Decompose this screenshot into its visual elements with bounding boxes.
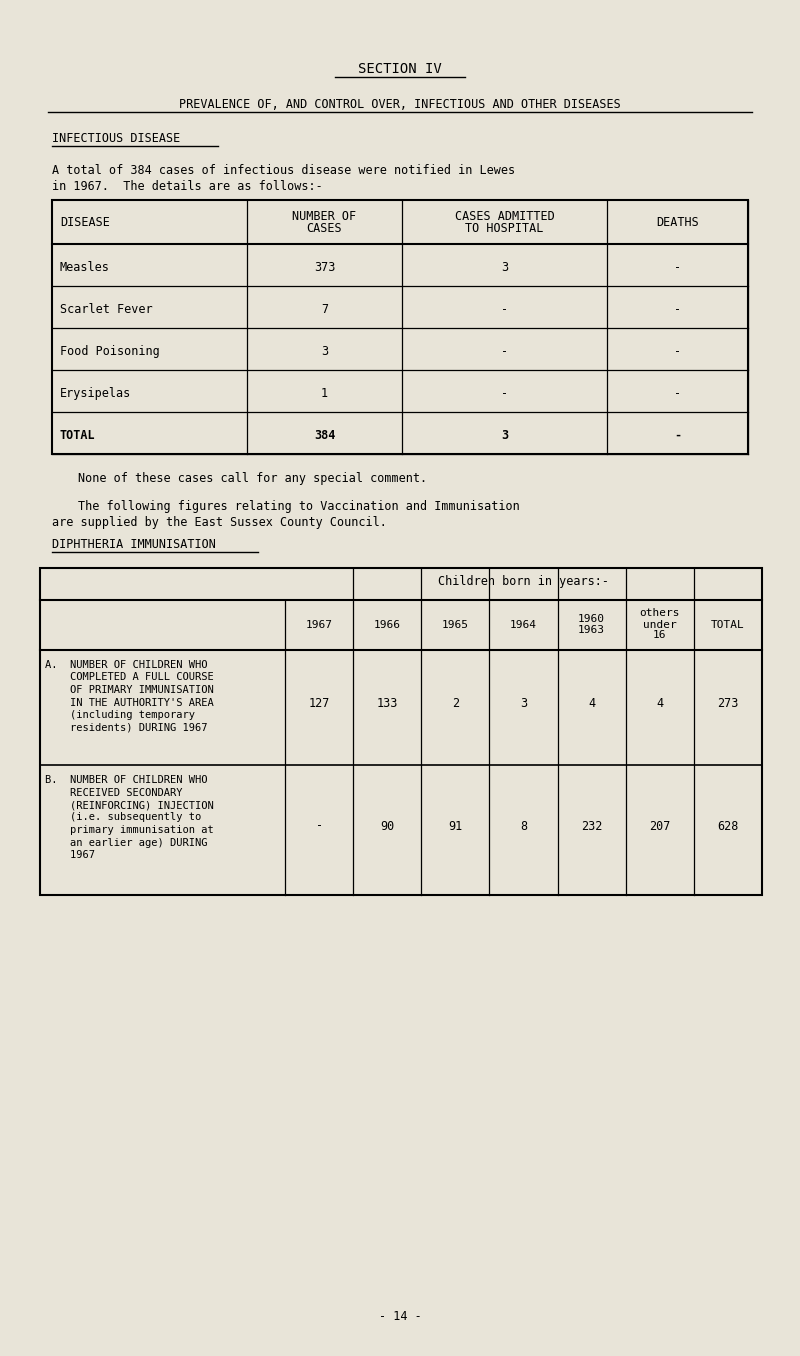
Text: Measles: Measles bbox=[60, 260, 110, 274]
Text: -: - bbox=[315, 819, 322, 833]
Text: 1966: 1966 bbox=[374, 620, 401, 629]
Text: -: - bbox=[501, 344, 508, 358]
Text: DIPHTHERIA IMMUNISATION: DIPHTHERIA IMMUNISATION bbox=[52, 538, 216, 551]
Text: -: - bbox=[501, 302, 508, 316]
Text: TOTAL: TOTAL bbox=[60, 428, 96, 442]
Text: DEATHS: DEATHS bbox=[656, 216, 699, 229]
Text: -: - bbox=[674, 344, 681, 358]
Text: 1967: 1967 bbox=[45, 850, 95, 860]
Text: 273: 273 bbox=[718, 697, 738, 711]
Text: 4: 4 bbox=[588, 697, 595, 711]
Text: are supplied by the East Sussex County Council.: are supplied by the East Sussex County C… bbox=[52, 517, 387, 529]
Text: INFECTIOUS DISEASE: INFECTIOUS DISEASE bbox=[52, 132, 180, 145]
Text: TO HOSPITAL: TO HOSPITAL bbox=[466, 222, 544, 235]
Text: Children born in years:-: Children born in years:- bbox=[438, 575, 609, 589]
Text: OF PRIMARY IMMUNISATION: OF PRIMARY IMMUNISATION bbox=[45, 685, 214, 696]
Text: 373: 373 bbox=[314, 260, 335, 274]
Text: CASES ADMITTED: CASES ADMITTED bbox=[454, 210, 554, 222]
Text: others: others bbox=[639, 609, 680, 618]
Text: A total of 384 cases of infectious disease were notified in Lewes: A total of 384 cases of infectious disea… bbox=[52, 164, 515, 178]
Text: -: - bbox=[674, 302, 681, 316]
Text: SECTION IV: SECTION IV bbox=[358, 62, 442, 76]
Text: 232: 232 bbox=[581, 819, 602, 833]
Text: 3: 3 bbox=[501, 428, 508, 442]
Text: Food Poisoning: Food Poisoning bbox=[60, 344, 160, 358]
Text: 3: 3 bbox=[321, 344, 328, 358]
Text: 16: 16 bbox=[653, 631, 666, 640]
Text: 1963: 1963 bbox=[578, 625, 605, 635]
Text: COMPLETED A FULL COURSE: COMPLETED A FULL COURSE bbox=[45, 673, 214, 682]
Text: Erysipelas: Erysipelas bbox=[60, 386, 131, 400]
Text: 1964: 1964 bbox=[510, 620, 537, 629]
Text: None of these cases call for any special comment.: None of these cases call for any special… bbox=[78, 472, 427, 485]
Bar bbox=[40, 568, 762, 895]
Text: DISEASE: DISEASE bbox=[60, 216, 110, 229]
Text: -: - bbox=[501, 386, 508, 400]
Text: NUMBER OF: NUMBER OF bbox=[293, 210, 357, 222]
Text: 90: 90 bbox=[380, 819, 394, 833]
Bar bbox=[52, 199, 748, 454]
Text: B.  NUMBER OF CHILDREN WHO: B. NUMBER OF CHILDREN WHO bbox=[45, 776, 207, 785]
Text: residents) DURING 1967: residents) DURING 1967 bbox=[45, 723, 207, 732]
Text: 7: 7 bbox=[321, 302, 328, 316]
Text: 2: 2 bbox=[452, 697, 459, 711]
Text: 3: 3 bbox=[501, 260, 508, 274]
Text: A.  NUMBER OF CHILDREN WHO: A. NUMBER OF CHILDREN WHO bbox=[45, 660, 207, 670]
Text: 384: 384 bbox=[314, 428, 335, 442]
Text: (i.e. subsequently to: (i.e. subsequently to bbox=[45, 812, 202, 823]
Text: 1967: 1967 bbox=[306, 620, 333, 629]
Text: 207: 207 bbox=[649, 819, 670, 833]
Text: - 14 -: - 14 - bbox=[378, 1310, 422, 1323]
Text: -: - bbox=[674, 428, 681, 442]
Text: under: under bbox=[643, 620, 677, 629]
Text: PREVALENCE OF, AND CONTROL OVER, INFECTIOUS AND OTHER DISEASES: PREVALENCE OF, AND CONTROL OVER, INFECTI… bbox=[179, 98, 621, 111]
Text: TOTAL: TOTAL bbox=[711, 620, 745, 629]
Text: 4: 4 bbox=[656, 697, 663, 711]
Text: in 1967.  The details are as follows:-: in 1967. The details are as follows:- bbox=[52, 180, 322, 193]
Text: 3: 3 bbox=[520, 697, 527, 711]
Text: 628: 628 bbox=[718, 819, 738, 833]
Text: -: - bbox=[674, 386, 681, 400]
Text: RECEIVED SECONDARY: RECEIVED SECONDARY bbox=[45, 788, 182, 797]
Text: 8: 8 bbox=[520, 819, 527, 833]
Text: (including temporary: (including temporary bbox=[45, 711, 195, 720]
Text: CASES: CASES bbox=[306, 222, 342, 235]
Text: IN THE AUTHORITY'S AREA: IN THE AUTHORITY'S AREA bbox=[45, 697, 214, 708]
Text: 133: 133 bbox=[377, 697, 398, 711]
Text: 1: 1 bbox=[321, 386, 328, 400]
Text: 1965: 1965 bbox=[442, 620, 469, 629]
Text: (REINFORCING) INJECTION: (REINFORCING) INJECTION bbox=[45, 800, 214, 810]
Text: primary immunisation at: primary immunisation at bbox=[45, 824, 214, 835]
Text: Scarlet Fever: Scarlet Fever bbox=[60, 302, 153, 316]
Text: 91: 91 bbox=[448, 819, 462, 833]
Text: -: - bbox=[674, 260, 681, 274]
Text: The following figures relating to Vaccination and Immunisation: The following figures relating to Vaccin… bbox=[78, 500, 520, 513]
Text: 127: 127 bbox=[308, 697, 330, 711]
Text: an earlier age) DURING: an earlier age) DURING bbox=[45, 838, 207, 848]
Text: 1960: 1960 bbox=[578, 614, 605, 624]
